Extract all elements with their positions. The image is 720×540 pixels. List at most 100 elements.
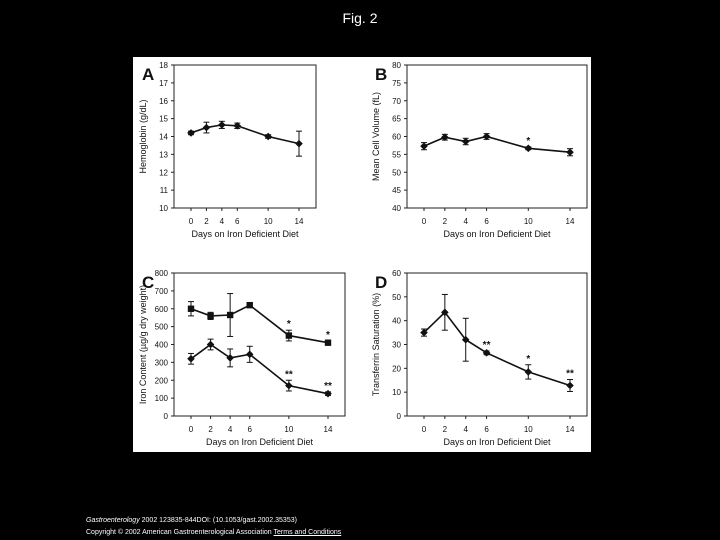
y-tick-label: 200 <box>155 376 169 385</box>
plot-frame <box>406 64 588 209</box>
series-1 <box>187 120 303 157</box>
terms-and-conditions-link[interactable]: Terms and Conditions <box>273 529 342 536</box>
plot-frame <box>173 64 317 209</box>
y-tick-label: 12 <box>159 168 168 177</box>
data-point-diamond <box>441 133 449 142</box>
y-tick-label: 0 <box>164 412 169 421</box>
panel-c: C 0 100 200 300 400 500 600 700 800 0 2 4 6 10 14 Days o… <box>138 269 346 447</box>
significance-marker: ** <box>324 381 332 392</box>
data-point-diamond <box>482 132 491 141</box>
x-tick-label: 10 <box>524 425 533 434</box>
chart-svg: A 10 11 12 13 14 15 16 17 18 0 2 4 6 10 14 Days on Iron … <box>138 61 588 447</box>
series-line <box>190 343 329 395</box>
x-tick-label: 10 <box>284 425 293 434</box>
data-point-square <box>187 305 195 312</box>
y-tick-label: 75 <box>392 79 401 88</box>
x-tick-label: 4 <box>463 425 468 434</box>
x-axis-title: Days on Iron Deficient Diet <box>206 437 314 447</box>
y-tick-label: 40 <box>392 204 401 213</box>
y-axis-title: Transferrin Saturation (%) <box>371 293 381 396</box>
x-tick-label: 6 <box>484 217 489 226</box>
x-tick-label: 10 <box>264 217 273 226</box>
citation-footer: Gastroenterology 2002 123835-844DOI: (10… <box>86 515 341 539</box>
panel-letter: D <box>375 273 387 292</box>
y-tick-label: 11 <box>160 186 169 195</box>
data-point-diamond <box>524 144 533 153</box>
x-tick-label: 14 <box>566 425 575 434</box>
x-axis-title: Days on Iron Deficient Diet <box>443 229 551 239</box>
y-tick-label: 0 <box>397 412 402 421</box>
y-axis-title: Hemoglobin (g/dL) <box>138 99 148 173</box>
x-tick-label: 4 <box>220 217 225 226</box>
x-tick-label: 6 <box>247 425 252 434</box>
y-tick-label: 30 <box>392 341 401 350</box>
series-line <box>423 311 571 387</box>
series-2: ** ** <box>187 338 332 398</box>
x-tick-label: 0 <box>422 217 427 226</box>
y-tick-label: 13 <box>159 150 168 159</box>
x-tick-label: 14 <box>324 425 333 434</box>
y-tick-label: 50 <box>392 168 401 177</box>
y-axis-title: Mean Cell Volume (fL) <box>371 92 381 181</box>
data-point-diamond <box>420 328 428 337</box>
data-point-square <box>246 301 253 309</box>
series-1: ** <box>187 293 332 346</box>
panel-letter: A <box>142 65 154 84</box>
citation-text: 2002 123835-844DOI: (10.1053/gast.2002.3… <box>139 517 297 524</box>
y-tick-label: 60 <box>392 269 401 278</box>
y-tick-label: 65 <box>392 115 401 124</box>
journal-name: Gastroenterology <box>86 517 140 524</box>
panel-letter: B <box>375 65 387 84</box>
x-axis-title: Days on Iron Deficient Diet <box>443 437 551 447</box>
data-point-square <box>324 339 332 346</box>
x-tick-label: 14 <box>566 217 575 226</box>
plot-frame <box>173 272 346 417</box>
significance-marker: * <box>326 330 330 341</box>
x-tick-label: 6 <box>484 425 489 434</box>
citation-line: Gastroenterology 2002 123835-844DOI: (10… <box>86 515 341 527</box>
y-tick-label: 40 <box>392 317 401 326</box>
x-axis-title: Days on Iron Deficient Diet <box>191 229 299 239</box>
panel-d: D 0 10 20 30 40 50 60 0 2 4 6 10 14 Days on Iron Defic… <box>371 269 588 447</box>
data-point-diamond <box>295 139 303 148</box>
data-point-diamond <box>202 123 211 132</box>
series-1: ***** <box>420 293 574 392</box>
data-point-square <box>285 332 293 339</box>
y-tick-label: 700 <box>155 287 169 296</box>
data-point-diamond <box>187 129 195 137</box>
y-tick-label: 45 <box>392 186 401 195</box>
series-line <box>423 135 571 154</box>
y-tick-label: 17 <box>159 79 168 88</box>
x-tick-label: 2 <box>208 425 213 434</box>
x-tick-label: 2 <box>443 217 448 226</box>
data-point-diamond <box>441 308 449 317</box>
data-point-diamond <box>324 389 332 398</box>
y-tick-label: 10 <box>392 388 401 397</box>
panel-b: B 40 45 50 55 60 65 70 75 80 0 2 4 6 10 14 Days on Iron … <box>371 61 588 239</box>
x-tick-label: 0 <box>189 217 194 226</box>
x-tick-label: 2 <box>443 425 448 434</box>
significance-marker: ** <box>285 369 293 380</box>
copyright-line: Copyright © 2002 American Gastroenterolo… <box>86 527 341 539</box>
y-tick-label: 500 <box>155 323 169 332</box>
data-point-diamond <box>482 349 491 357</box>
x-tick-label: 6 <box>235 217 240 226</box>
y-tick-label: 400 <box>155 341 169 350</box>
y-tick-label: 70 <box>392 97 401 106</box>
y-axis-title: Iron Content (µg/g dry weight) <box>138 285 148 404</box>
y-tick-label: 100 <box>155 394 169 403</box>
data-point-diamond <box>566 381 574 390</box>
data-point-diamond <box>461 137 470 146</box>
x-tick-label: 4 <box>463 217 468 226</box>
data-point-diamond <box>187 355 195 363</box>
plot-frame <box>406 272 588 417</box>
panel-a: A 10 11 12 13 14 15 16 17 18 0 2 4 6 10 14 Days on Iron … <box>138 61 317 239</box>
copyright-text: Copyright © 2002 American Gastroenterolo… <box>86 529 272 536</box>
data-point-diamond <box>218 121 226 129</box>
significance-marker: ** <box>483 340 491 351</box>
y-tick-label: 55 <box>392 150 401 159</box>
x-tick-label: 14 <box>295 217 304 226</box>
y-tick-label: 800 <box>155 269 169 278</box>
significance-marker: * <box>526 136 530 147</box>
x-tick-label: 4 <box>228 425 233 434</box>
